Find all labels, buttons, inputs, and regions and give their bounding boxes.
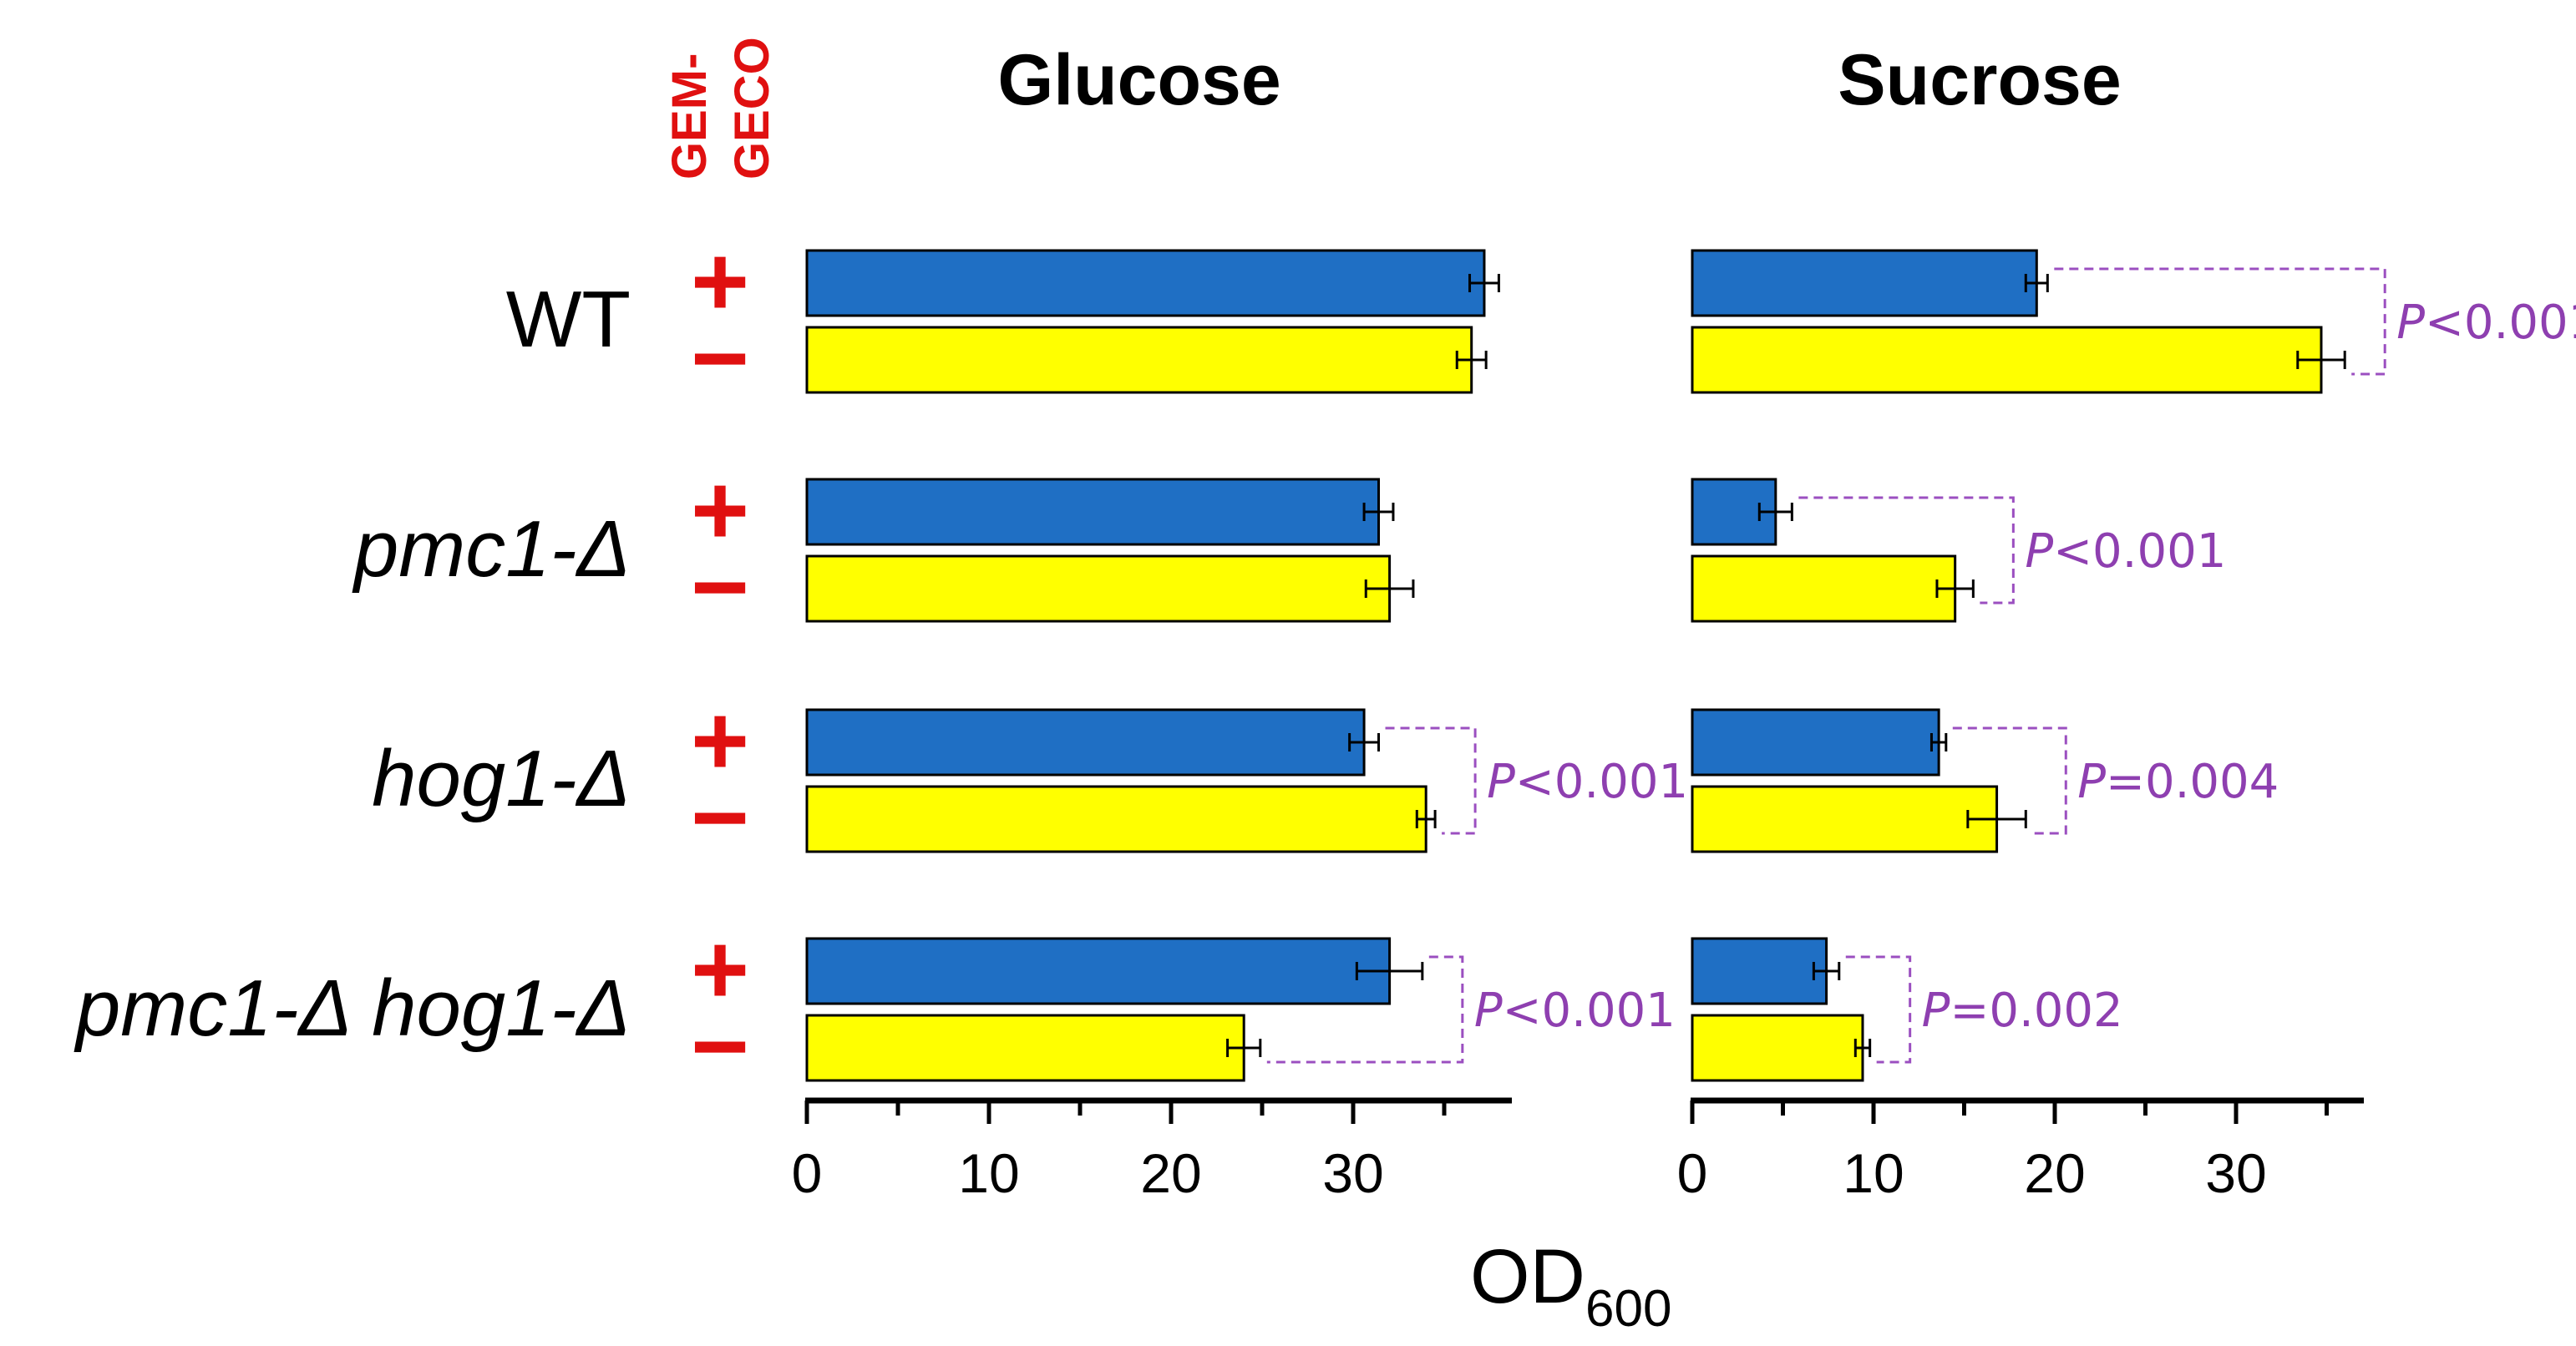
bar-pmc1-hog1-plus [1691,937,1828,1005]
p-value-label: P<0.001 [2396,296,2576,350]
legend-header-geco: GECO [725,37,779,180]
x-tick-label: 30 [1322,1142,1383,1204]
panel-sucrose: SucroseP<0.001P<0.001P=0.004P=0.00201020… [1677,40,2576,1204]
x-tick-label: 0 [792,1142,823,1204]
error-bar [2024,274,2049,292]
plus-sign: + [691,454,749,566]
p-value-italic-p: P [2025,524,2053,579]
bar-pmc1-minus [805,554,1392,623]
panel-title: Sucrose [1838,40,2121,120]
significance-bracket [1952,726,2067,835]
bar-hog1-minus [1691,785,1999,853]
bar-pmc1-minus [1691,554,1957,623]
p-value-number: =0.002 [1950,984,2122,1038]
plus-sign: + [691,685,749,797]
significance-bracket [1845,955,1912,1064]
minus-sign: − [691,302,749,414]
error-bar [1455,351,1488,369]
error-bar [1853,1039,1872,1057]
p-value-italic-p: P [2077,755,2106,809]
p-value-italic-p: P [1474,984,1503,1038]
p-value-label: P=0.002 [1922,984,2123,1038]
x-axis-label-subscript: 600 [1585,1280,1671,1338]
panel-title: Glucose [997,40,1280,120]
minus-sign: − [691,531,749,643]
p-value-italic-p: P [1922,984,1950,1038]
bar-hog1-minus [805,785,1427,853]
error-bar [1966,810,2027,828]
minus-sign: − [691,762,749,873]
strain-label-hog1: hog1-Δ [372,734,631,823]
bar-wt-minus [805,326,1473,394]
error-bar [2296,351,2346,369]
p-value-number: <0.001 [2053,524,2226,579]
significance-bracket [1266,955,1464,1064]
error-bar [1226,1039,1262,1057]
significance-bracket [1798,496,2015,605]
minus-sign: − [691,990,749,1102]
error-bar [1935,579,1975,598]
error-bar [1812,962,1841,980]
significance-bracket [2054,267,2386,376]
bar-pmc1-hog1-plus [805,937,1392,1005]
bar-wt-plus [805,249,1486,317]
x-tick-label: 10 [1843,1142,1904,1204]
bar-pmc1-hog1-minus [1691,1014,1864,1082]
bar-hog1-plus [805,708,1366,777]
x-tick-label: 20 [1140,1142,1201,1204]
p-value-italic-p: P [1487,755,1515,809]
x-tick-label: 30 [2205,1142,2266,1204]
error-bar [1468,274,1500,292]
bar-wt-plus [1691,249,2038,317]
p-value-label: P<0.001 [1487,755,1688,809]
error-bar [1364,579,1415,598]
significance-bracket [1385,726,1477,835]
error-bar [1929,733,1948,751]
x-tick-label: 0 [1677,1142,1708,1204]
legend-header-gem: GEM- [662,53,717,180]
x-axis-label: OD600 [1470,1234,1671,1338]
bar-hog1-plus [1691,708,1940,777]
strain-label-pmc1: pmc1-Δ [352,504,631,594]
error-bar [1757,503,1793,521]
x-axis-label-main: OD [1470,1234,1585,1319]
strain-label-wt: WT [506,275,631,364]
bar-wt-minus [1691,326,2323,394]
p-value-number: <0.001 [1503,984,1676,1038]
p-value-italic-p: P [2396,296,2425,350]
p-value-label: P<0.001 [2025,524,2226,579]
p-value-number: <0.001 [2425,296,2576,350]
p-value-label: P<0.001 [1474,984,1676,1038]
plus-sign: + [691,913,749,1025]
p-value-number: <0.001 [1515,755,1688,809]
bar-pmc1-hog1-minus [805,1014,1245,1082]
error-bar [1355,962,1424,980]
p-value-label: P=0.004 [2077,755,2279,809]
error-bar [1362,503,1395,521]
strain-label-pmc1-hog1: pmc1-Δ hog1-Δ [74,964,631,1053]
bar-pmc1-plus [805,478,1381,546]
error-bar [1415,810,1437,828]
error-bar [1348,733,1381,751]
x-tick-label: 10 [958,1142,1019,1204]
plus-sign: + [691,225,749,337]
x-tick-label: 20 [2024,1142,2085,1204]
p-value-number: =0.004 [2106,755,2279,809]
